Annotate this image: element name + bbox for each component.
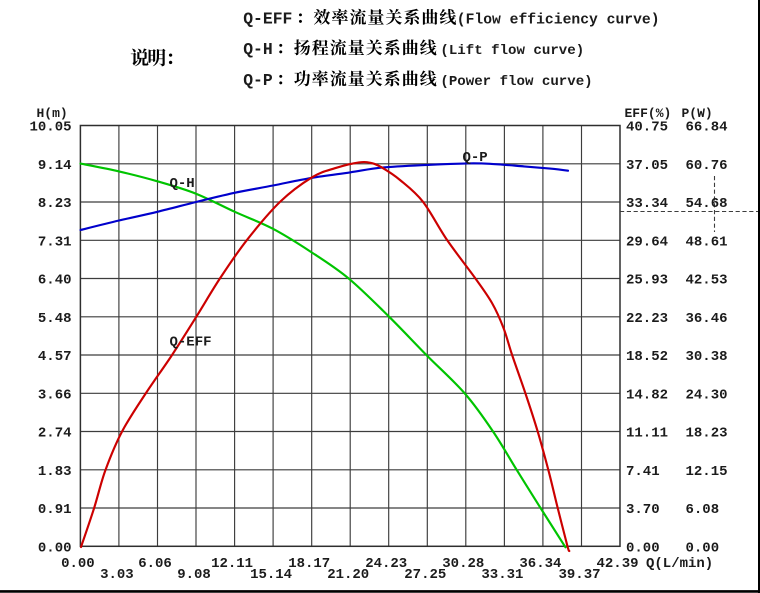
svg-text:4.57: 4.57 — [38, 349, 72, 365]
svg-text:0.00: 0.00 — [38, 541, 72, 557]
svg-text:1.83: 1.83 — [38, 464, 72, 480]
svg-text:60.76: 60.76 — [686, 158, 728, 174]
svg-text:10.05: 10.05 — [29, 120, 71, 136]
svg-text:18.23: 18.23 — [686, 426, 728, 442]
svg-text:5.48: 5.48 — [38, 311, 72, 327]
svg-text:24.30: 24.30 — [686, 388, 728, 404]
svg-text:36.34: 36.34 — [519, 556, 561, 572]
svg-text:(Lift flow curve): (Lift flow curve) — [440, 43, 584, 59]
svg-text:6.08: 6.08 — [686, 502, 720, 518]
svg-text:7.31: 7.31 — [38, 235, 72, 251]
svg-text:Q(L/min): Q(L/min) — [646, 556, 713, 572]
svg-text:Q-EFF: Q-EFF — [243, 9, 292, 28]
svg-text:42.39: 42.39 — [596, 556, 638, 572]
svg-text:15.14: 15.14 — [250, 567, 292, 583]
svg-text:Q-P: Q-P — [463, 150, 488, 166]
svg-text:42.53: 42.53 — [686, 273, 728, 289]
svg-text:48.61: 48.61 — [686, 235, 728, 251]
svg-text:36.46: 36.46 — [686, 311, 728, 327]
svg-text:24.23: 24.23 — [365, 556, 407, 572]
svg-text:0.00: 0.00 — [61, 556, 95, 572]
svg-text:11.11: 11.11 — [626, 426, 668, 442]
svg-text:9.14: 9.14 — [38, 158, 72, 174]
svg-text:Q-H: Q-H — [243, 40, 273, 59]
svg-text:0.91: 0.91 — [38, 502, 72, 518]
svg-text:(Flow efficiency curve): (Flow efficiency curve) — [457, 12, 660, 28]
svg-text:6.40: 6.40 — [38, 273, 72, 289]
svg-text:12.15: 12.15 — [686, 464, 728, 480]
svg-text:21.20: 21.20 — [327, 567, 369, 583]
svg-text:(Power flow curve): (Power flow curve) — [440, 74, 592, 90]
svg-text:14.82: 14.82 — [626, 388, 668, 404]
svg-text:30.38: 30.38 — [686, 349, 728, 365]
svg-text:37.05: 37.05 — [626, 158, 668, 174]
svg-text:3.66: 3.66 — [38, 388, 72, 404]
svg-text:EFF(%): EFF(%) — [625, 106, 672, 121]
svg-text:7.41: 7.41 — [626, 464, 660, 480]
svg-text:Q-H: Q-H — [170, 176, 195, 192]
svg-text:66.84: 66.84 — [686, 120, 728, 136]
svg-text:0.00: 0.00 — [686, 541, 720, 557]
svg-text:3.03: 3.03 — [100, 567, 134, 583]
svg-text:30.28: 30.28 — [442, 556, 484, 572]
svg-text:18.52: 18.52 — [626, 349, 668, 365]
svg-text:Q-P: Q-P — [243, 71, 273, 90]
svg-text:2.74: 2.74 — [38, 426, 72, 442]
svg-text:9.08: 9.08 — [177, 567, 211, 583]
svg-text:18.17: 18.17 — [288, 556, 330, 572]
svg-text:27.25: 27.25 — [404, 567, 446, 583]
svg-text:H(m): H(m) — [37, 106, 68, 121]
svg-text:P(W): P(W) — [682, 106, 713, 121]
svg-text:3.70: 3.70 — [626, 502, 660, 518]
svg-text:33.34: 33.34 — [626, 196, 668, 212]
svg-text:54.68: 54.68 — [686, 196, 728, 212]
svg-text:12.11: 12.11 — [211, 556, 253, 572]
svg-text:40.75: 40.75 — [626, 120, 668, 136]
svg-text:25.93: 25.93 — [626, 273, 668, 289]
svg-text:29.64: 29.64 — [626, 235, 668, 251]
svg-text:Q-EFF: Q-EFF — [170, 334, 212, 350]
svg-text:33.31: 33.31 — [481, 567, 523, 583]
svg-text:22.23: 22.23 — [626, 311, 668, 327]
svg-text:6.06: 6.06 — [138, 556, 172, 572]
svg-text:39.37: 39.37 — [558, 567, 600, 583]
svg-text:8.23: 8.23 — [38, 196, 72, 212]
svg-text:0.00: 0.00 — [626, 541, 660, 557]
